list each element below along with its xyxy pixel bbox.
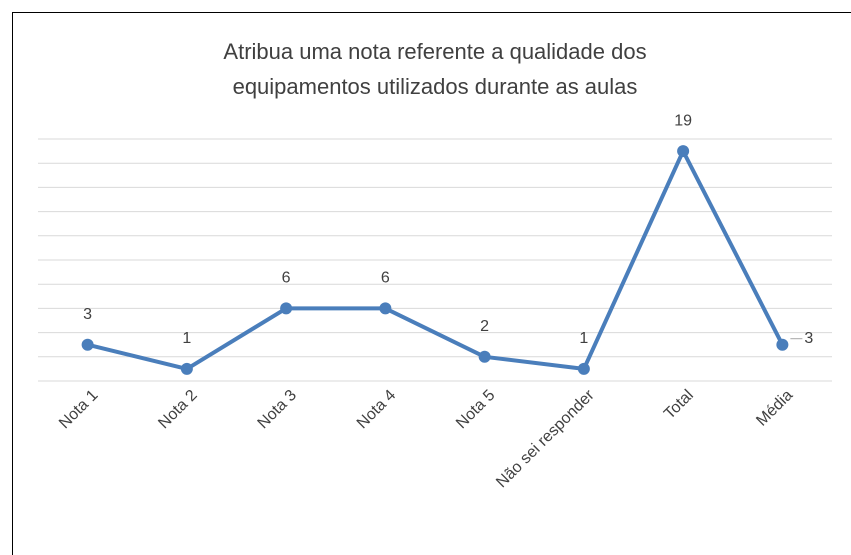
marker bbox=[577, 362, 590, 375]
data-label: 1 bbox=[579, 330, 588, 347]
data-label: 6 bbox=[381, 270, 390, 287]
marker bbox=[180, 362, 193, 375]
marker bbox=[280, 302, 293, 315]
data-label: 3 bbox=[804, 330, 813, 347]
data-label: 2 bbox=[480, 318, 489, 335]
marker bbox=[478, 350, 491, 363]
data-label: 19 bbox=[674, 112, 692, 129]
marker bbox=[677, 145, 690, 158]
chart-title: Atribua uma nota referente a qualidade d… bbox=[223, 39, 647, 99]
marker bbox=[379, 302, 392, 315]
data-label: 6 bbox=[282, 270, 291, 287]
data-label: 3 bbox=[83, 306, 92, 323]
marker bbox=[776, 338, 789, 351]
data-label: 1 bbox=[182, 330, 191, 347]
line bbox=[87, 149, 785, 371]
marker bbox=[81, 338, 94, 351]
